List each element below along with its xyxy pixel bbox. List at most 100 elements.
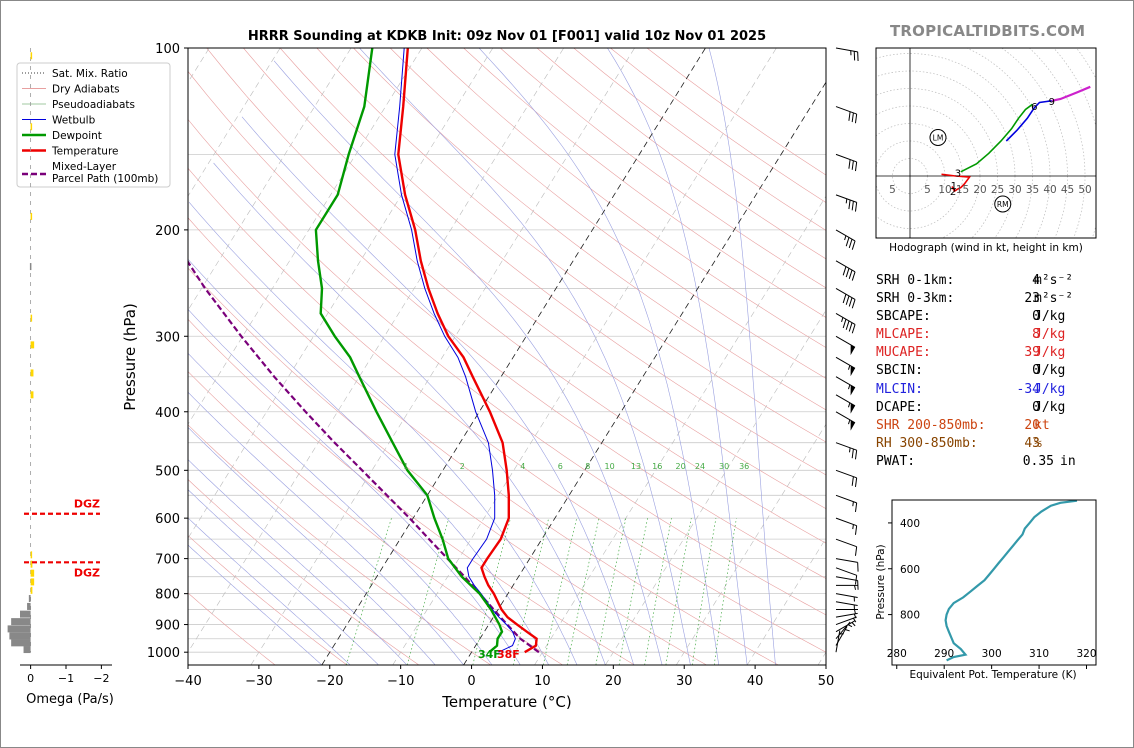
x-tick-label: −40 xyxy=(174,674,201,689)
dry-adiabat-line xyxy=(353,48,826,411)
stat-row: RH 300-850mb: 43% xyxy=(876,435,1106,453)
wind-barb xyxy=(835,356,856,377)
y-tick-label: 500 xyxy=(155,464,180,479)
dry-adiabat-line xyxy=(188,535,348,665)
dry-adiabat-line xyxy=(188,267,707,665)
wind-barb xyxy=(835,593,858,602)
legend-label: Temperature xyxy=(51,146,119,158)
dry-adiabat-line xyxy=(243,48,826,510)
stat-row: SBCAPE: 0 J/kg xyxy=(876,308,1106,326)
y-axis-label: Pressure (hPa) xyxy=(121,303,139,411)
wind-barb xyxy=(835,494,858,513)
y-tick-label: 400 xyxy=(155,406,180,421)
freezing-isotherm xyxy=(463,81,826,665)
omega-bar xyxy=(11,639,31,647)
dry-adiabat-line xyxy=(389,48,826,379)
legend-label: Pseudoadiabats xyxy=(52,99,135,111)
hodograph-segment xyxy=(1051,85,1091,102)
omega-bar xyxy=(30,569,35,577)
dry-adiabat-line xyxy=(188,118,826,616)
pseudoadiabat-line xyxy=(188,391,464,665)
dry-adiabat-line xyxy=(188,167,826,653)
isotherm-line xyxy=(676,423,826,665)
hodograph-segment xyxy=(960,103,1033,173)
stat-value: 23 xyxy=(1024,291,1040,307)
theta-e-y-tick-label: 400 xyxy=(900,518,920,530)
hodograph-ring-label: 30 xyxy=(1008,184,1021,196)
stat-unit: J/kg xyxy=(1034,381,1066,397)
stat-unit: J/kg xyxy=(1034,309,1066,325)
mixing-ratio-line xyxy=(618,518,648,665)
stat-row: MLCIN: -34 J/kg xyxy=(876,381,1106,399)
dry-adiabat-line xyxy=(188,70,826,579)
wind-barb xyxy=(835,288,856,309)
legend-label: Dewpoint xyxy=(52,130,102,142)
stat-value: 4 xyxy=(1032,273,1040,288)
wind-barb xyxy=(835,517,858,535)
hodograph-ring-label: 45 xyxy=(1061,184,1074,196)
wind-barb xyxy=(835,394,856,414)
mixing-ratio-line xyxy=(665,518,692,665)
wind-barb xyxy=(836,584,858,590)
stat-value: 0.35 xyxy=(1022,453,1054,469)
wind-barb xyxy=(835,616,857,626)
stats-panel: SRH 0-1km: 4 m²s⁻² SRH 0-3km: 23 m²s⁻² SBCAPE:… xyxy=(876,272,1106,471)
theta-e-x-tick-label: 290 xyxy=(934,648,954,660)
dry-adiabat-line xyxy=(426,48,826,348)
omega-bar xyxy=(30,341,35,349)
hodograph-height-label: 1 xyxy=(951,181,957,192)
y-tick-label: 200 xyxy=(155,224,180,239)
hodograph-ring-label: 10 xyxy=(938,184,951,196)
wind-barb xyxy=(835,313,856,334)
omega-x-axis-label: Omega (Pa/s) xyxy=(26,692,114,707)
omega-bar xyxy=(30,551,33,559)
mixing-ratio-line xyxy=(472,518,511,665)
pseudoadiabat-line xyxy=(188,489,379,665)
mixing-ratio-label: 8 xyxy=(585,462,590,471)
x-tick-label: −10 xyxy=(387,674,414,689)
wind-barb xyxy=(835,106,858,124)
isotherm-line xyxy=(188,48,494,539)
wind-barb xyxy=(835,194,858,212)
stat-row: MLCAPE: 8 J/kg xyxy=(876,326,1106,344)
dgz-label: DGZ xyxy=(74,566,100,579)
stat-unit: J/kg xyxy=(1034,399,1066,415)
hodograph-ring-label: 5 xyxy=(889,184,896,196)
theta-e-y-axis-label: Pressure (hPa) xyxy=(875,544,887,619)
theta-e-area xyxy=(944,500,1078,662)
omega-bar xyxy=(30,369,34,377)
mixing-ratio-label: 16 xyxy=(652,462,662,471)
y-tick-label: 300 xyxy=(155,330,180,345)
stat-unit: in xyxy=(1060,453,1076,469)
y-tick-label: 900 xyxy=(155,619,180,634)
mixing-ratio-line xyxy=(513,518,550,665)
stat-key: PWAT: xyxy=(876,453,916,469)
stat-unit: m²s⁻² xyxy=(1034,291,1074,307)
omega-x-tick-label: −1 xyxy=(58,672,74,685)
legend-label: Sat. Mix. Ratio xyxy=(52,68,128,80)
omega-bar xyxy=(30,314,33,322)
pseudoadiabat-line xyxy=(188,308,521,665)
stat-key: MLCIN: xyxy=(876,381,923,397)
hodograph-ring-label: 20 xyxy=(973,184,986,196)
chart-title: HRRR Sounding at KDKB Init: 09z Nov 01 [… xyxy=(248,29,766,44)
hodograph-marker-label: RM xyxy=(997,200,1009,209)
stat-row: SRH 0-3km: 23 m²s⁻² xyxy=(876,290,1106,308)
theta-e-x-tick-label: 280 xyxy=(887,648,907,660)
pseudoadiabat-line xyxy=(273,60,663,665)
theta-e-frame xyxy=(891,499,1097,666)
mixing-ratio-label: 30 xyxy=(719,462,729,471)
omega-bar xyxy=(7,625,31,633)
stat-key: RH 300-850mb: xyxy=(876,435,978,451)
stat-key: MUCAPE: xyxy=(876,345,931,361)
dry-adiabat-line xyxy=(188,592,276,665)
stat-value: 43 xyxy=(1024,435,1040,451)
y-tick-label: 700 xyxy=(155,553,180,568)
skewt-plot: 1 2 4 6 8 10 13 16 20 24 30 36−40 −30 −20 −10 0 10 20 30 40… xyxy=(16,29,834,711)
hodograph-height-label: 9 xyxy=(1049,97,1055,108)
y-tick-label: 800 xyxy=(155,588,180,603)
omega-bar xyxy=(20,610,31,618)
omega-bar xyxy=(23,646,31,654)
y-tick-label: 100 xyxy=(155,42,180,57)
pseudoadiabat-line xyxy=(213,162,606,665)
